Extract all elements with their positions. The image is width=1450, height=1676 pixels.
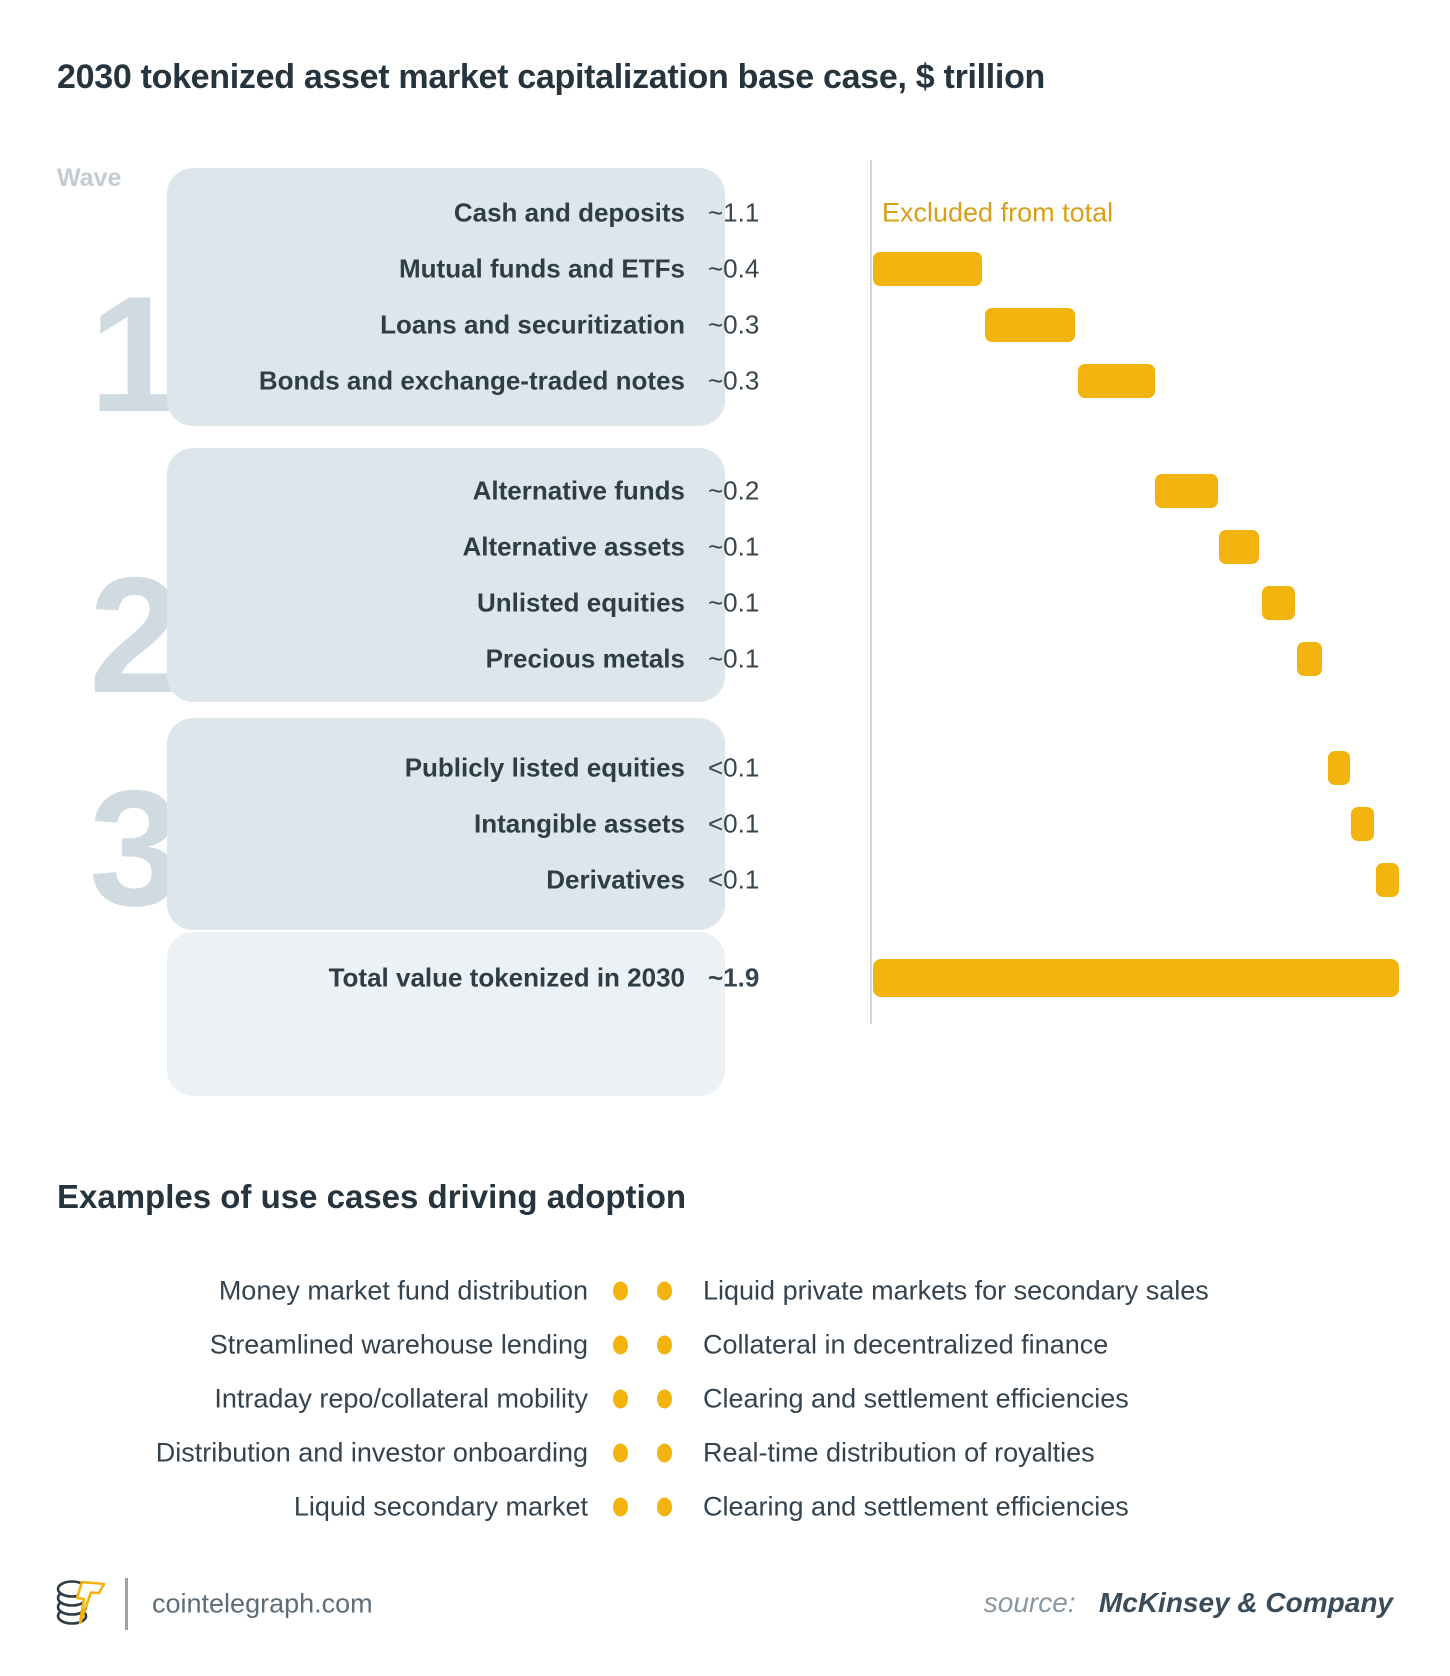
waterfall-bar [1327,751,1350,785]
use-case-right: Clearing and settlement efficiencies [703,1491,1129,1522]
asset-label: Publicly listed equities [404,752,685,783]
asset-value: ~0.1 [708,643,760,674]
footer-source: source: McKinsey & Company [984,1587,1393,1619]
bullet-dot-icon [613,1389,628,1409]
waterfall-bar [1375,863,1399,897]
use-case-left: Streamlined warehouse lending [209,1329,588,1360]
bullet-dot-icon [657,1497,672,1517]
total-panel [167,932,725,1096]
asset-value: ~0.1 [708,587,760,618]
bullet-dot-icon [613,1335,628,1355]
waterfall-bar [1077,364,1155,398]
bullet-dot-icon [657,1443,672,1463]
source-prefix: source: [983,1587,1076,1618]
wave-axis-label: Wave [57,164,122,192]
bullet-dot-icon [613,1281,628,1301]
use-case-left: Liquid secondary market [293,1491,588,1522]
asset-label: Intangible assets [474,808,685,839]
waterfall-bar [1154,474,1218,508]
use-cases-heading: Examples of use cases driving adoption [57,1178,687,1215]
asset-value: ~1.1 [708,197,760,228]
asset-label: Bonds and exchange-traded notes [258,365,685,396]
cointelegraph-logo-icon [56,1580,106,1625]
waterfall-bar [873,252,982,286]
asset-value: ~0.1 [708,531,760,562]
wave-3-panel [167,718,725,930]
asset-value: ~0.3 [708,309,760,340]
use-case-right: Clearing and settlement efficiencies [703,1383,1129,1414]
excluded-from-total-note: Excluded from total [882,197,1114,228]
use-case-right: Collateral in decentralized finance [703,1329,1109,1360]
wave-2-panel [167,448,725,702]
wave-3-number: 3 [89,756,181,940]
asset-value: ~0.3 [708,365,760,396]
total-label: Total value tokenized in 2030 [328,962,685,993]
use-case-left: Intraday repo/collateral mobility [214,1383,588,1414]
wave-1-number: 1 [89,262,181,446]
waterfall-bar [1297,642,1323,676]
footer-site-text: cointelegraph.com [152,1588,373,1619]
use-case-right: Liquid private markets for secondary sal… [703,1275,1209,1306]
bullet-dot-icon [657,1335,672,1355]
asset-label: Unlisted equities [476,587,685,618]
asset-value: <0.1 [708,864,760,895]
use-case-left: Money market fund distribution [218,1275,588,1306]
use-case-right: Real-time distribution of royalties [703,1437,1095,1468]
asset-value: ~0.2 [708,475,760,506]
asset-label: Alternative funds [472,475,685,506]
footer-divider [125,1578,128,1630]
bullet-dot-icon [657,1389,672,1409]
waterfall-bar [1261,586,1295,620]
asset-label: Derivatives [546,864,685,895]
use-case-left: Distribution and investor onboarding [155,1437,588,1468]
asset-label: Cash and deposits [453,197,685,228]
waterfall-bar [1219,530,1259,564]
wave-2-number: 2 [89,543,181,727]
waterfall-bar [1350,807,1375,841]
asset-label: Loans and securitization [380,309,685,340]
chart-baseline-axis [870,160,872,1024]
total-value: ~1.9 [708,962,760,993]
bullet-dot-icon [613,1497,628,1517]
waterfall-bar [984,308,1076,342]
source-name: McKinsey & Company [1098,1587,1393,1618]
page-title: 2030 tokenized asset market capitalizati… [57,58,1046,96]
asset-value: <0.1 [708,752,760,783]
bullet-dot-icon [657,1281,672,1301]
asset-label: Precious metals [485,643,685,674]
bullet-dot-icon [613,1443,628,1463]
asset-value: ~0.4 [708,253,760,284]
asset-label: Mutual funds and ETFs [399,253,685,284]
asset-label: Alternative assets [462,531,685,562]
asset-value: <0.1 [708,808,760,839]
wave-1-panel [167,168,725,426]
total-bar [873,959,1399,997]
